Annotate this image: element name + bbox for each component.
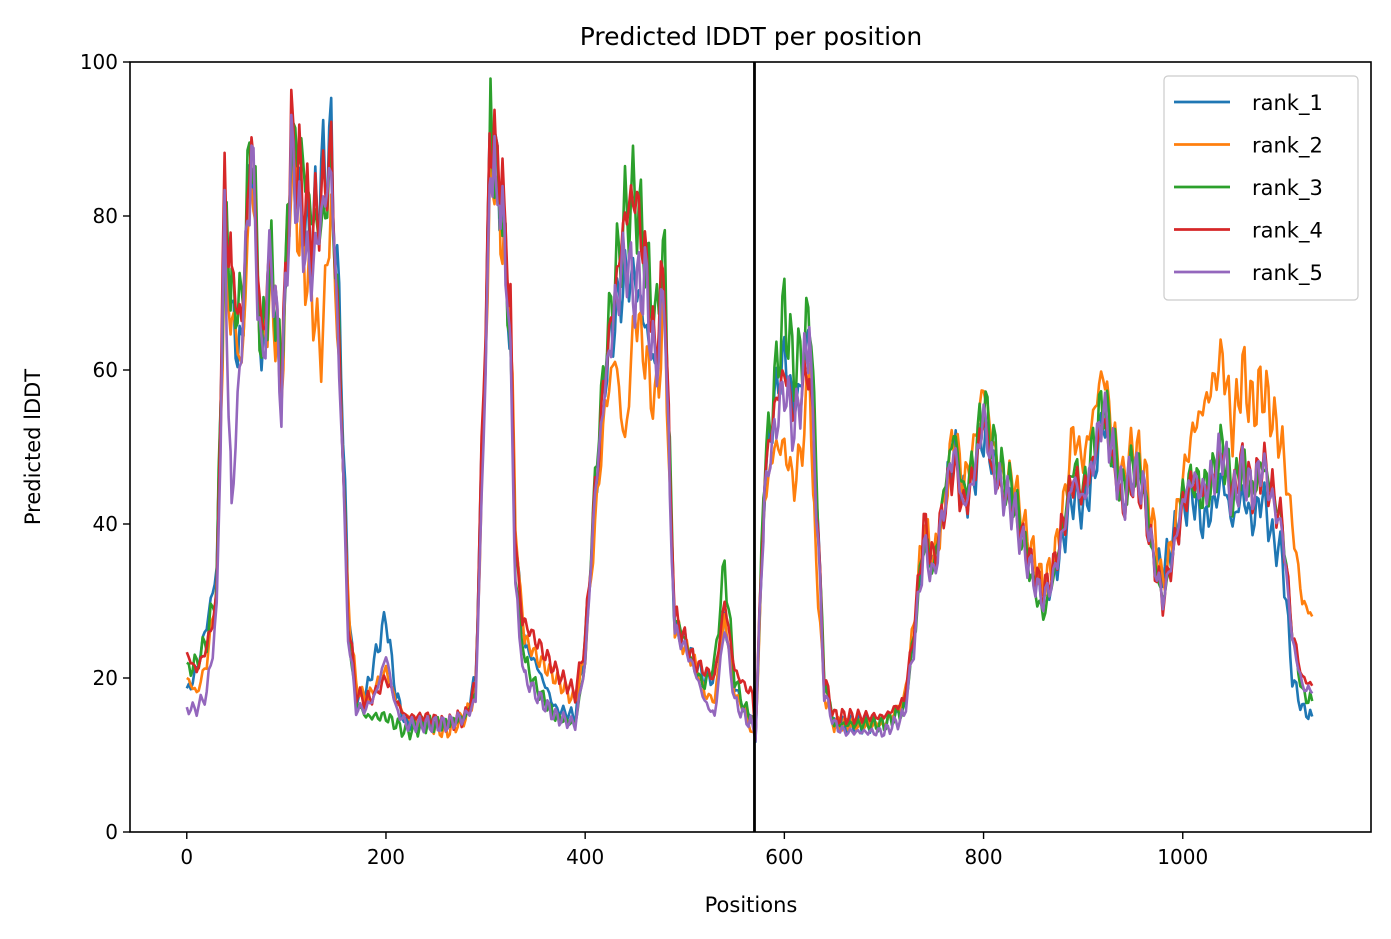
y-tick-label: 0: [105, 820, 118, 844]
y-tick-label: 40: [93, 512, 118, 536]
x-tick-label: 1000: [1157, 845, 1208, 869]
x-axis: 0 200 400 600 800 1000: [180, 832, 1208, 869]
legend-label-rank_3: rank_3: [1252, 176, 1323, 201]
plot-area: [185, 77, 1314, 744]
x-axis-label: Positions: [705, 893, 798, 917]
x-tick-label: 200: [367, 845, 405, 869]
plot-frame: [129, 61, 1372, 833]
x-tick-label: 600: [765, 845, 803, 869]
y-tick-label: 60: [93, 358, 118, 382]
series-line-rank_2: [186, 114, 1314, 739]
legend-label-rank_5: rank_5: [1252, 261, 1323, 286]
y-tick-label: 20: [93, 666, 118, 690]
chart-title: Predicted lDDT per position: [580, 22, 922, 51]
series-line-rank_3: [186, 77, 1314, 741]
legend-label-rank_4: rank_4: [1252, 219, 1323, 244]
y-axis: 0 20 40 60 80 100: [80, 50, 130, 844]
series-line-rank_1: [185, 96, 1314, 744]
series-line-rank_4: [185, 88, 1314, 741]
y-axis-label: Predicted lDDT: [21, 369, 45, 525]
x-tick-label: 400: [566, 845, 604, 869]
y-tick-label: 100: [80, 50, 118, 74]
series-line-rank_5: [185, 113, 1314, 743]
legend: rank_1 rank_2 rank_3 rank_4 rank_5: [1163, 75, 1359, 301]
y-tick-label: 80: [93, 204, 118, 228]
legend-label-rank_2: rank_2: [1252, 134, 1323, 159]
legend-label-rank_1: rank_1: [1252, 91, 1323, 116]
legend-box: [1163, 75, 1359, 301]
x-tick-label: 0: [180, 845, 193, 869]
x-tick-label: 800: [964, 845, 1002, 869]
